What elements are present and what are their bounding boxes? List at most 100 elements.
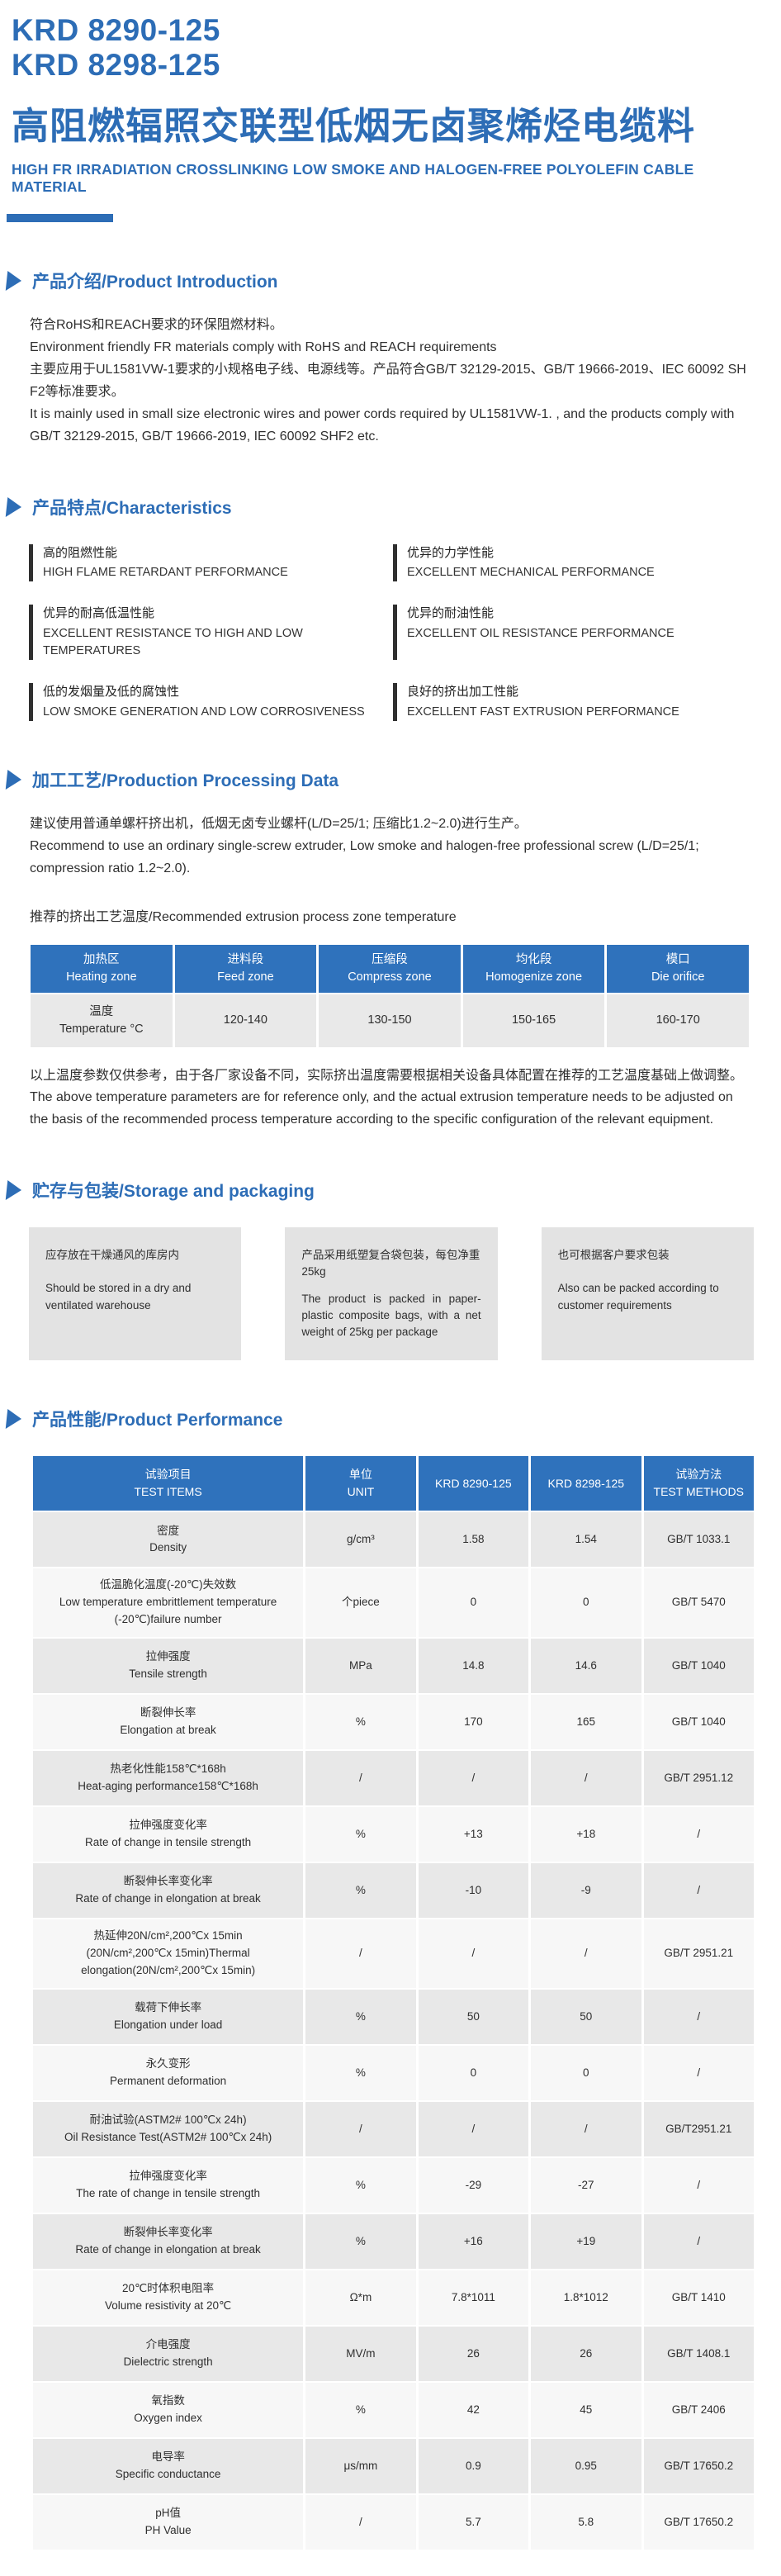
section-performance: 产品性能/Product Performance 试验项目 TEST ITEMS 单… [0,1407,781,2551]
product-code-2: KRD 8298-125 [12,48,220,83]
column-header-en: Feed zone [217,970,274,984]
unit-cell: / [305,1919,416,1988]
column-header-en: Homogenize zone [485,970,583,984]
test-item-cell: 介电强度 Dielectric strength [33,2327,304,2381]
feature-item: 优异的耐高低温性能 EXCELLENT RESISTANCE TO HIGH AN… [29,605,393,661]
value-krd8298-cell: 45 [531,2383,641,2437]
unit-cell: / [305,2102,416,2156]
temperature-value-cell: 150-165 [462,994,605,1047]
value-krd8298-cell: 165 [531,1695,641,1750]
temperature-note-text: 以上温度参数仅供参考，由于各厂家设备不同，实际挤出温度需要根据相关设备具体配置在… [30,1065,753,1132]
row-label-zh: 温度 [89,1004,114,1018]
feature-label-zh: 优异的耐油性能 [407,606,495,621]
section-heading-label: 贮存与包装/Storage and packaging [32,1182,315,1202]
section-arrow-icon [5,271,23,292]
feature-label-zh: 良好的挤出加工性能 [407,685,519,700]
column-header-zh: 压缩段 [372,952,408,966]
column-header: KRD 8290-125 [418,1456,529,1511]
test-item-en: Oil Resistance Test(ASTM2# 100℃x 24h) [64,2131,272,2143]
table-row: 永久变形 Permanent deformation% 0 0/ [33,2046,754,2100]
test-item-en: Density [149,1541,187,1554]
test-item-zh: 热老化性能158℃*168h [110,1762,226,1776]
feature-label-en: EXCELLENT FAST EXTRUSION PERFORMANCE [407,704,679,719]
test-item-cell: 载荷下伸长率 Elongation under load [33,1990,304,2044]
temperature-value-cell: 120-140 [174,994,317,1047]
table-row: 电导率 Specific conductance μs/mm 0.9 0.95 GB/T … [33,2439,754,2493]
section-heading-characteristics: 产品特点/Characteristics [5,495,781,519]
column-header: KRD 8298-125 [531,1456,641,1511]
test-item-cell: pH值 PH Value [33,2495,304,2550]
value-krd8290-cell: / [418,1919,529,1988]
storage-text-zh: 应存放在干燥通风的库房内 [45,1249,179,1262]
section-heading-label: 产品特点/Characteristics [32,498,232,518]
feature-label-en: EXCELLENT RESISTANCE TO HIGH AND LOW TEM… [43,627,303,658]
value-krd8290-cell: 14.8 [418,1639,529,1694]
value-krd8290-cell: / [418,2102,529,2156]
test-method-cell: GB/T 1410 [643,2270,754,2325]
column-header-zh: 试验项目 [144,1467,192,1481]
section-heading-performance: 产品性能/Product Performance [5,1407,781,1431]
paragraph: Environment friendly FR materials comply… [30,340,497,355]
unit-cell: % [305,1695,416,1750]
section-heading-processing: 加工工艺/Production Processing Data [5,767,781,792]
unit-cell: MV/m [305,2327,416,2381]
test-item-zh: 低温脆化温度(-20℃)失效数 [100,1578,237,1592]
table-row: 密度 Density g/cm³ 1.58 1.54 GB/T 1033.1 [33,1512,754,1568]
row-label-cell: 温度 Temperature °C [31,994,173,1047]
column-header: 单位 UNIT [305,1456,416,1511]
column-header-en: TEST ITEMS [134,1485,202,1499]
feature-label-en: HIGH FLAME RETARDANT PERFORMANCE [43,566,288,580]
value-krd8290-cell: +16 [418,2214,529,2269]
test-item-en: Rate of change in tensile strength [85,1836,252,1849]
feature-label-zh: 高的阻燃性能 [43,545,118,560]
storage-box: 也可根据客户要求包装 Also can be packed according t… [541,1227,754,1361]
table-row: 20℃时体积电阻率 Volume resistivity at 20℃ Ω*m 7.8… [33,2270,754,2325]
product-title-zh: 高阻燃辐照交联型低烟无卤聚烯烃电缆料 [12,105,696,148]
value-krd8290-cell: 7.8*1011 [418,2270,529,2325]
test-method-cell: / [643,1990,754,2044]
table-row: 温度 Temperature °C 120-140 130-150 150-165 160… [31,994,749,1047]
test-item-zh: 载荷下伸长率 [135,2001,202,2014]
table-row: 拉伸强度变化率 Rate of change in tensile strengt… [33,1807,754,1862]
value-krd8298-cell: 26 [531,2327,641,2381]
storage-text-en: Should be stored in a dry and ventilated… [45,1282,192,1312]
column-header-en: UNIT [347,1485,375,1499]
test-item-cell: 密度 Density [33,1512,304,1568]
temperature-value-cell: 160-170 [607,994,749,1047]
test-item-en: Heat-aging performance158℃*168h [78,1780,258,1793]
test-item-zh: 耐油试验(ASTM2# 100℃x 24h) [89,2113,247,2127]
storage-text-zh: 产品采用纸塑复合袋包装，每包净重25kg [301,1249,480,1279]
value-krd8298-cell: 1.54 [531,1512,641,1568]
column-header: 模口 Die orifice [607,944,749,993]
test-item-en: Low temperature embrittlement temperatur… [59,1596,277,1626]
test-item-zh: 断裂伸长率 [140,1706,196,1720]
value-krd8298-cell: / [531,2102,641,2156]
unit-cell: % [305,1990,416,2044]
test-item-en: Specific conductance [115,2468,221,2480]
column-header: 试验方法 TEST METHODS [643,1456,754,1511]
test-item-cell: 氧指数 Oxygen index [33,2383,304,2437]
test-item-en: Permanent deformation [110,2075,227,2087]
value-krd8298-cell: -27 [531,2158,641,2213]
column-header: 均化段 Homogenize zone [462,944,605,993]
unit-cell: / [305,2495,416,2550]
test-item-en: Oxygen index [134,2412,202,2424]
table-row: 热延伸20N/cm²,200℃x 15min (20N/cm²,200℃x 15m… [33,1919,754,1988]
feature-item: 良好的挤出加工性能 EXCELLENT FAST EXTRUSION PERFOR… [393,683,764,721]
column-header-en: Heating zone [66,970,137,984]
processing-text: 建议使用普通单螺杆挤出机，低烟无卤专业螺杆(L/D=25/1; 压缩比1.2~2… [30,814,753,880]
unit-cell: % [305,1863,416,1919]
test-item-zh: 拉伸强度 [145,1650,191,1663]
value-krd8298-cell: 5.8 [531,2495,641,2550]
section-characteristics: 产品特点/Characteristics 高的阻燃性能 HIGH FLAME RE… [0,495,781,721]
section-heading-label: 产品介绍/Product Introduction [32,273,278,292]
feature-label-en: LOW SMOKE GENERATION AND LOW CORROSIVENE… [43,704,365,719]
test-item-zh: 拉伸强度变化率 [129,2170,207,2183]
feature-item: 低的发烟量及低的腐蚀性 LOW SMOKE GENERATION AND LOW … [29,683,393,721]
test-item-zh: 永久变形 [145,2057,191,2071]
test-method-cell: GB/T 2951.12 [643,1751,754,1806]
test-item-en: Rate of change in elongation at break [75,1892,261,1905]
temperature-value-cell: 130-150 [319,994,461,1047]
value-krd8298-cell: 1.8*1012 [531,2270,641,2325]
value-krd8298-cell: +19 [531,2214,641,2269]
